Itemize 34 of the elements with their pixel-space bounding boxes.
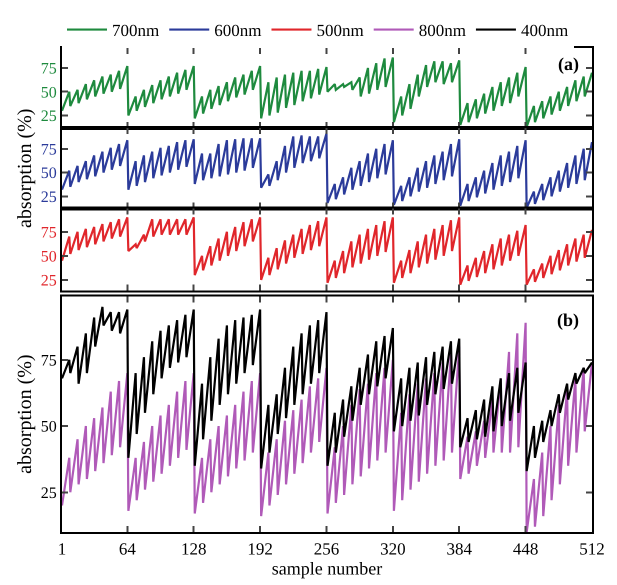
- legend-label: 500nm: [316, 21, 364, 40]
- legend-label: 800nm: [418, 21, 466, 40]
- y-tick-label: 75: [40, 224, 57, 242]
- x-tick-label: 256: [314, 539, 340, 558]
- y-axis-title: absorption (%): [14, 108, 36, 228]
- line-series: [62, 216, 592, 286]
- x-tick-label: 384: [446, 539, 472, 558]
- y-tick-label: 25: [40, 188, 57, 206]
- x-tick-label: 320: [380, 539, 406, 558]
- annotation: (b): [557, 310, 580, 330]
- y-tick-label: 50: [40, 248, 57, 266]
- annotation: (a): [558, 54, 579, 74]
- y-tick-label: 25: [40, 272, 57, 290]
- y-tick-label: 50: [40, 84, 57, 102]
- y-tick-label: 50: [40, 165, 57, 182]
- legend-label: 400nm: [520, 21, 568, 40]
- x-tick-label: 64: [118, 539, 136, 558]
- y-tick-label: 75: [40, 141, 57, 158]
- legend-label: 700nm: [112, 21, 160, 40]
- y-tick-label: 25: [40, 108, 57, 126]
- y-tick-label: 25: [40, 484, 57, 502]
- line-series: [62, 56, 592, 128]
- x-tick-label: 512: [579, 539, 605, 558]
- x-tick-label: 128: [180, 539, 206, 558]
- legend-label: 600nm: [214, 21, 262, 40]
- x-tick-label: 192: [247, 539, 273, 558]
- y-tick-label: 75: [40, 60, 57, 78]
- x-tick-label: 1: [58, 539, 66, 558]
- line-series: [62, 132, 592, 209]
- y-axis-title: absorption (%): [14, 354, 36, 474]
- x-tick-label: 448: [512, 539, 538, 558]
- y-tick-label: 50: [40, 418, 57, 436]
- x-axis-title: sample number: [272, 558, 382, 578]
- y-tick-label: 75: [40, 352, 57, 370]
